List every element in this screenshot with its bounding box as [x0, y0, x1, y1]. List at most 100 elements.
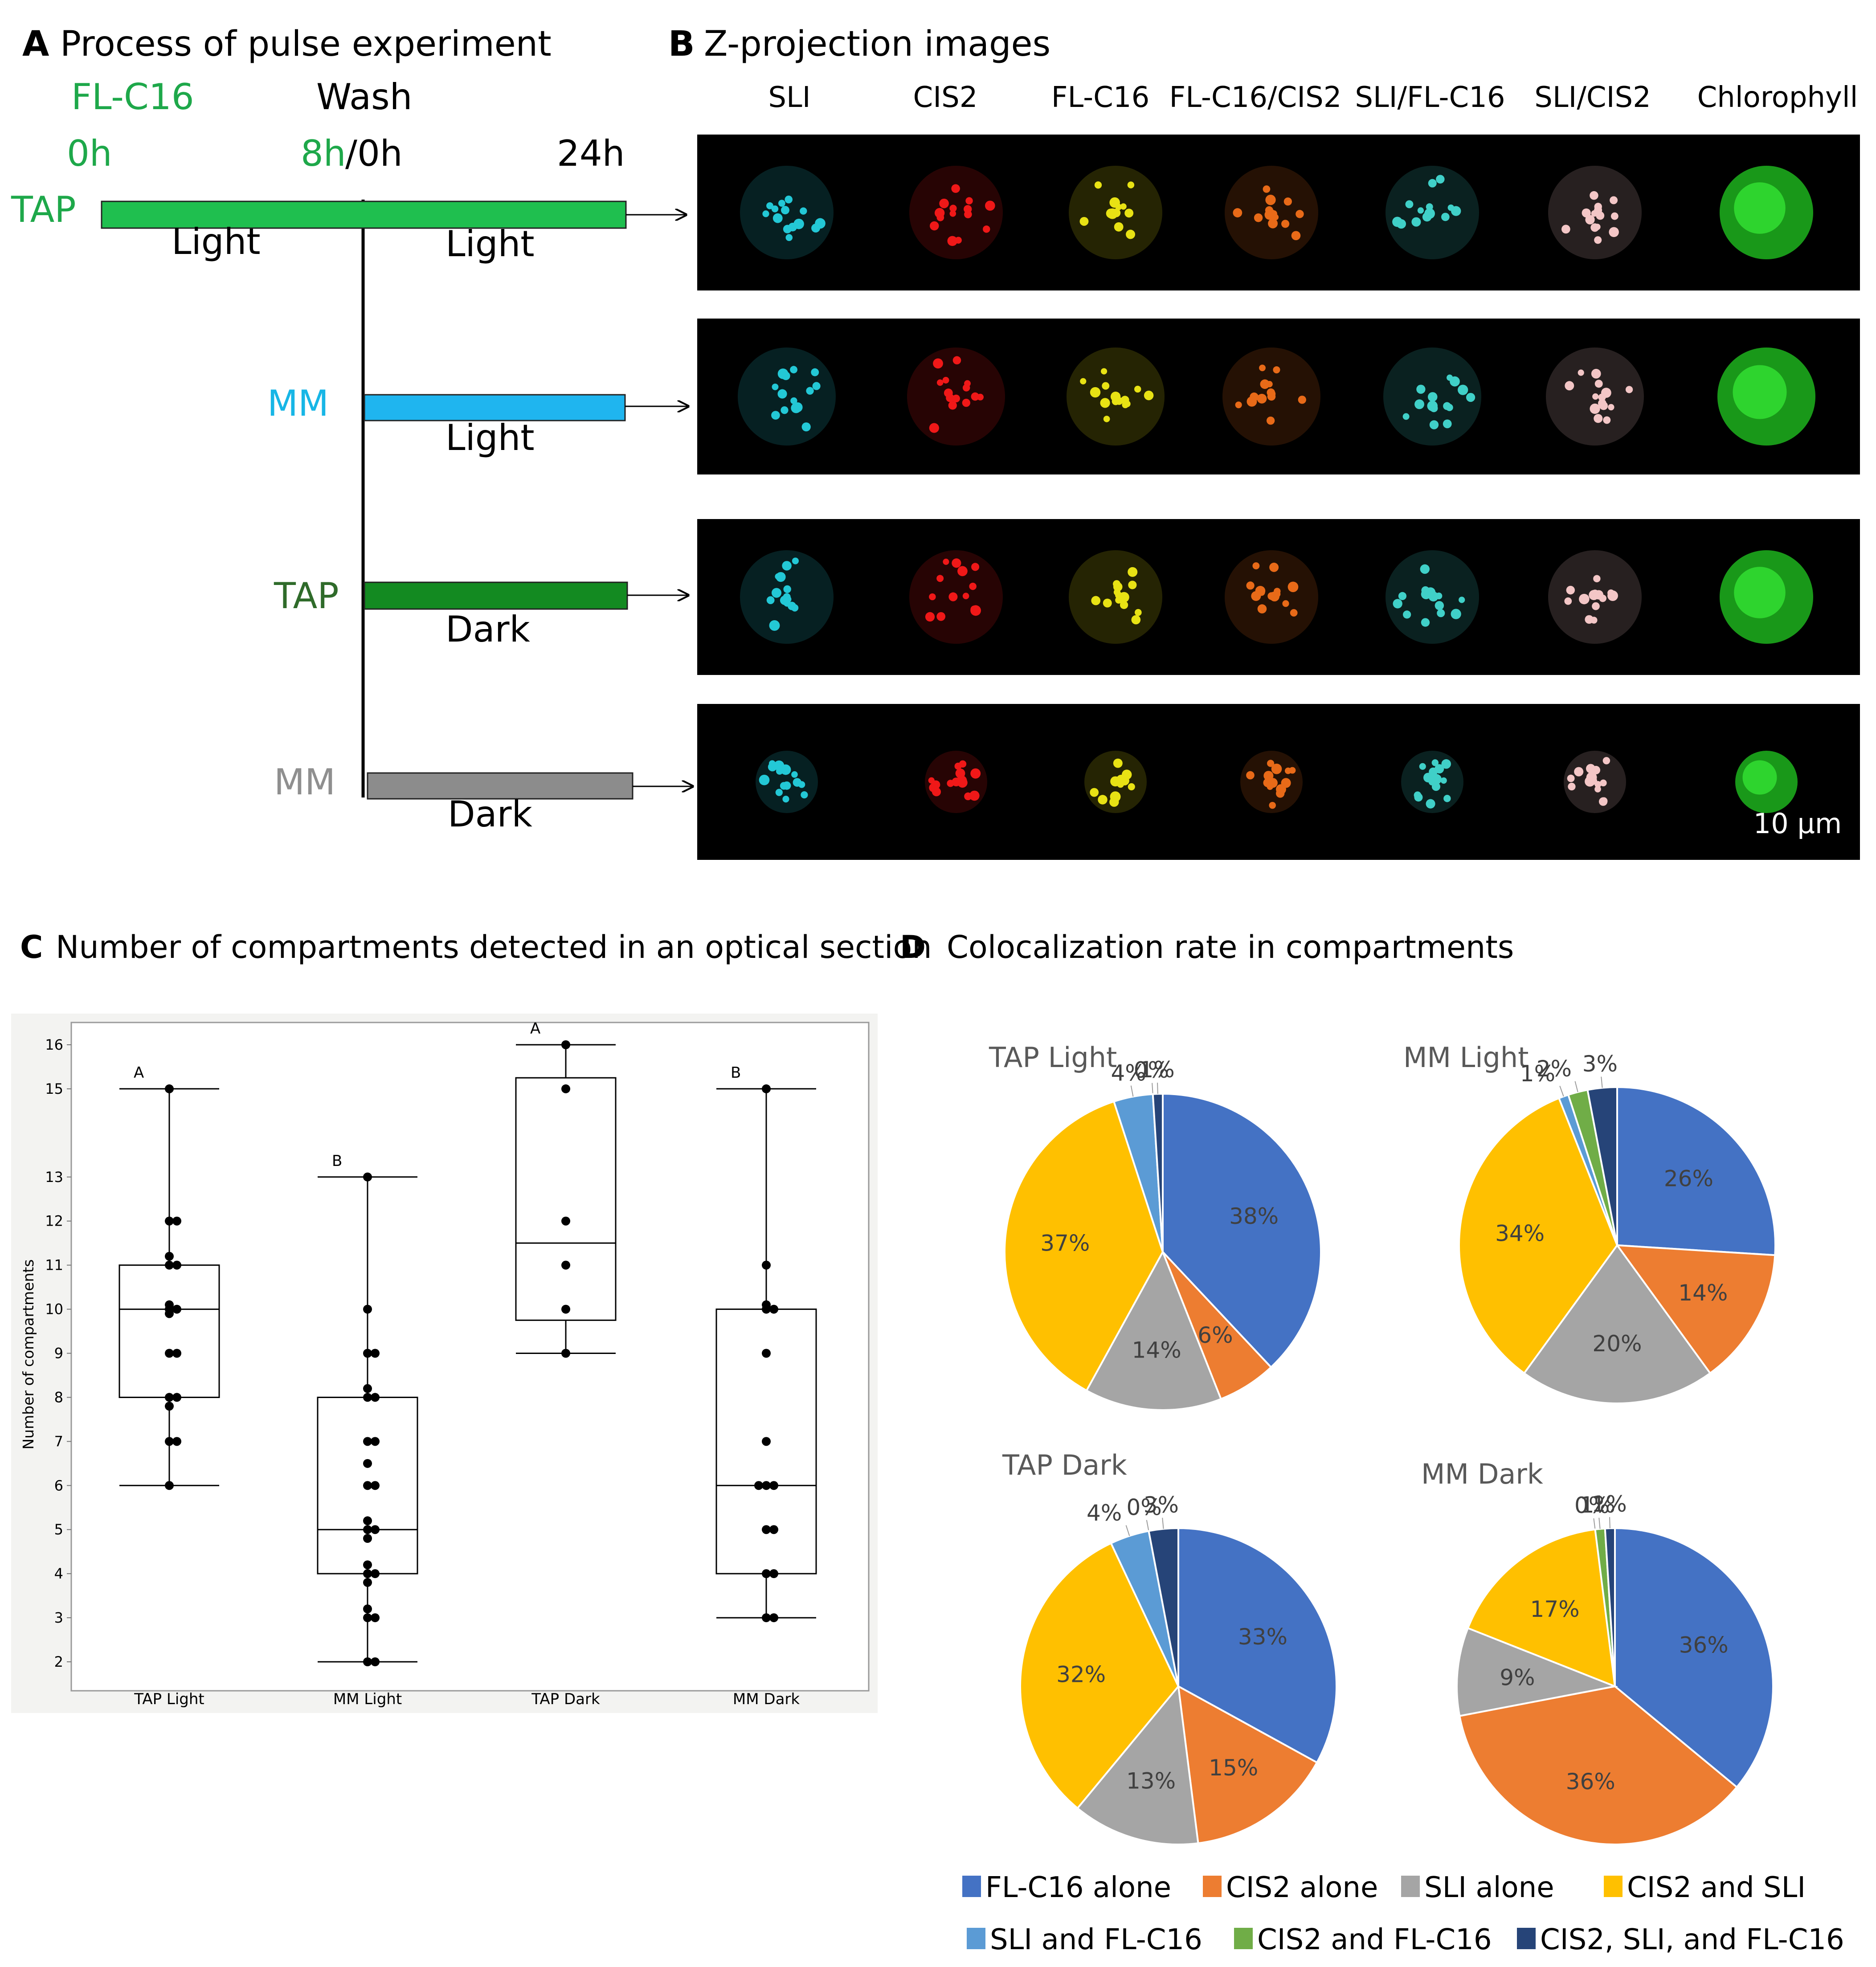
significance-letter: A — [134, 1064, 144, 1082]
puncta — [977, 393, 984, 401]
puncta — [954, 762, 962, 770]
pie-slice-label: 20% — [1592, 1331, 1642, 1357]
puncta — [1259, 364, 1266, 372]
puncta — [962, 593, 969, 600]
channel-header: FL-C16 — [1051, 81, 1150, 114]
puncta — [1431, 759, 1439, 766]
pie-slice-label: 14% — [1132, 1337, 1181, 1363]
puncta — [1594, 206, 1602, 214]
micrograph-row — [697, 319, 1860, 474]
puncta — [1590, 403, 1600, 414]
pie-slice-label: 34% — [1495, 1220, 1545, 1246]
y-tick-label: 5 — [54, 1521, 63, 1538]
data-point — [363, 1657, 372, 1666]
puncta — [1273, 366, 1280, 374]
leader-line — [1146, 1520, 1149, 1531]
channel-header: CIS2 — [913, 81, 978, 114]
puncta — [790, 397, 797, 405]
puncta — [1428, 179, 1437, 188]
puncta — [1447, 374, 1453, 381]
puncta — [1120, 601, 1128, 609]
puncta — [1453, 207, 1461, 215]
leader-line — [1152, 1083, 1153, 1094]
puncta — [1436, 175, 1445, 184]
data-point — [363, 1525, 372, 1534]
puncta — [1419, 763, 1426, 770]
puncta — [788, 222, 797, 232]
puncta — [775, 789, 783, 796]
puncta — [1443, 795, 1451, 802]
pie-slice-label: 33% — [1238, 1624, 1287, 1650]
cell-body — [738, 348, 836, 446]
data-point — [769, 1613, 778, 1623]
data-point — [769, 1305, 778, 1314]
puncta — [1246, 581, 1255, 590]
puncta — [952, 558, 961, 568]
row-2-medium: MM — [267, 383, 329, 424]
puncta — [985, 200, 995, 211]
puncta — [1080, 378, 1087, 384]
leader-line — [1157, 1083, 1158, 1094]
chloroplast-highlight — [1733, 365, 1787, 419]
puncta — [971, 563, 980, 571]
puncta — [1296, 210, 1304, 218]
puncta — [1594, 236, 1602, 244]
puncta — [801, 422, 811, 432]
puncta — [1422, 212, 1432, 222]
data-point — [561, 1349, 570, 1358]
channel-header: SLI — [768, 81, 810, 114]
puncta — [1574, 767, 1584, 777]
puncta — [930, 221, 939, 231]
pie-slice — [1615, 1244, 1776, 1374]
puncta — [1127, 181, 1135, 188]
data-point — [371, 1525, 380, 1534]
pie-slice — [1177, 1527, 1337, 1764]
chloroplast-highlight — [1734, 567, 1786, 618]
pie-title: TAP Light — [989, 1041, 1117, 1074]
data-point — [363, 1560, 372, 1570]
panel-a: A Process of pulse experiment FL-C16 Was… — [11, 24, 693, 835]
pie-slice-label: 1% — [1580, 1492, 1615, 1518]
pie-title: MM Dark — [1421, 1458, 1543, 1490]
puncta — [790, 366, 797, 374]
pie-slice-label: 32% — [1056, 1661, 1106, 1687]
pie-slice-label: 9% — [1500, 1664, 1535, 1690]
pie-slice-label: 13% — [1126, 1768, 1176, 1794]
data-point — [762, 1084, 771, 1093]
puncta — [1594, 380, 1603, 388]
data-point — [172, 1216, 181, 1226]
legend-label: SLI and FL-C16 — [990, 1923, 1202, 1956]
data-point — [363, 1172, 372, 1182]
time-0h: 0h — [67, 133, 112, 174]
puncta — [1098, 795, 1108, 805]
puncta — [1266, 416, 1275, 425]
puncta — [971, 392, 980, 401]
channel-headers: SLI CIS2 FL-C16 FL-C16/CIS2 SLI/FL-C16 S… — [768, 81, 1858, 114]
puncta — [771, 588, 782, 598]
data-point — [165, 1481, 174, 1490]
pie-slice — [1162, 1092, 1322, 1369]
puncta — [1134, 385, 1141, 393]
puncta — [1128, 567, 1138, 577]
channel-header: Chlorophyll — [1697, 81, 1858, 114]
puncta — [1403, 610, 1411, 619]
leader-line — [1162, 1517, 1164, 1529]
puncta — [1135, 609, 1142, 616]
puncta — [1594, 414, 1603, 423]
puncta — [1600, 779, 1607, 787]
puncta — [1265, 195, 1276, 205]
puncta — [783, 585, 791, 593]
channel-header: SLI/FL-C16 — [1355, 81, 1505, 114]
puncta — [1609, 227, 1619, 237]
puncta — [1447, 204, 1454, 211]
puncta — [1114, 222, 1124, 232]
puncta — [943, 558, 949, 565]
puncta — [1298, 396, 1306, 404]
leader-line — [1559, 1086, 1564, 1097]
puncta — [1451, 609, 1461, 619]
pie-slice-label: 0% — [1127, 1494, 1162, 1520]
data-point — [363, 1604, 372, 1614]
puncta — [969, 790, 980, 801]
wash-label: Wash — [316, 76, 412, 118]
